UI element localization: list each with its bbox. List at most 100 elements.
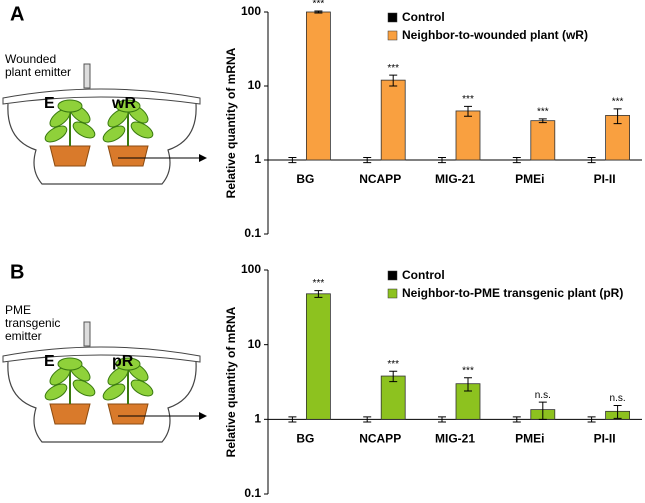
jar-knob bbox=[83, 63, 91, 89]
error-bar bbox=[613, 405, 622, 419]
emitter-tag: E bbox=[44, 353, 55, 370]
panel-letter: B bbox=[10, 261, 24, 283]
legend-swatch bbox=[387, 30, 398, 41]
jar-knob bbox=[83, 321, 91, 347]
emitter-label: Wounded bbox=[5, 52, 56, 66]
significance: *** bbox=[612, 97, 624, 108]
error-bar bbox=[512, 157, 521, 164]
bar bbox=[380, 375, 406, 420]
error-bar bbox=[613, 108, 622, 125]
jar-body bbox=[7, 103, 197, 185]
error-bar bbox=[587, 157, 596, 164]
leaf bbox=[44, 125, 68, 143]
y-tick-label: 0.1 bbox=[244, 486, 261, 500]
legend-swatch bbox=[387, 12, 398, 23]
x-tick-label: NCAPP bbox=[359, 172, 401, 186]
x-tick-label: MIG-21 bbox=[435, 172, 475, 186]
leaf bbox=[115, 99, 141, 113]
leaf bbox=[72, 379, 96, 397]
panel-letter: A bbox=[10, 3, 24, 25]
error-bar bbox=[538, 401, 547, 420]
error-bar bbox=[389, 370, 398, 383]
leaf bbox=[102, 125, 126, 143]
legend-label: Neighbor-to-PME transgenic plant (pR) bbox=[402, 286, 623, 300]
jar-lid bbox=[2, 346, 201, 363]
leaf bbox=[130, 379, 154, 397]
significance: *** bbox=[387, 63, 399, 74]
significance: n.s. bbox=[610, 393, 626, 404]
pot bbox=[49, 403, 91, 425]
pot bbox=[107, 403, 149, 425]
significance: *** bbox=[462, 94, 474, 105]
significance: *** bbox=[462, 365, 474, 376]
leaf bbox=[130, 121, 154, 139]
error-bar bbox=[538, 118, 547, 124]
leaf bbox=[57, 99, 83, 113]
significance: n.s. bbox=[535, 390, 551, 401]
emitter-tag: E bbox=[44, 95, 55, 112]
legend-swatch bbox=[387, 288, 398, 299]
jar-lid bbox=[2, 88, 201, 105]
x-tick-label: PMEi bbox=[515, 432, 544, 446]
y-axis-label: Relative quantity of mRNA bbox=[224, 306, 238, 457]
leaf bbox=[44, 383, 68, 401]
error-bar bbox=[363, 416, 372, 423]
significance: *** bbox=[313, 0, 325, 10]
significance: *** bbox=[537, 106, 549, 117]
bar bbox=[455, 110, 481, 161]
error-bar bbox=[438, 416, 446, 423]
emitter-label: plant emitter bbox=[5, 65, 71, 79]
error-bar bbox=[288, 157, 297, 164]
y-axis-label: Relative quantity of mRNA bbox=[224, 47, 238, 198]
y-tick-label: 1 bbox=[254, 412, 261, 426]
legend-label: Control bbox=[402, 268, 445, 282]
pot bbox=[49, 145, 91, 167]
error-bar bbox=[464, 105, 472, 117]
y-tick-label: 10 bbox=[248, 78, 262, 92]
x-tick-label: PI-II bbox=[594, 172, 616, 186]
error-bar bbox=[464, 377, 472, 392]
receiver-tag: pR bbox=[112, 353, 134, 370]
error-bar bbox=[314, 10, 323, 14]
x-tick-label: PI-II bbox=[594, 432, 616, 446]
legend-label: Neighbor-to-wounded plant (wR) bbox=[402, 28, 588, 42]
significance: *** bbox=[387, 359, 399, 370]
bar bbox=[305, 11, 331, 161]
jar-body bbox=[7, 361, 197, 443]
emitter-label: PME bbox=[5, 303, 31, 317]
y-tick-label: 100 bbox=[241, 4, 261, 18]
y-tick-label: 1 bbox=[254, 152, 261, 166]
y-tick-label: 10 bbox=[248, 337, 262, 351]
leaf bbox=[57, 357, 83, 371]
leaf bbox=[72, 121, 96, 139]
error-bar bbox=[288, 416, 297, 423]
leaf bbox=[102, 383, 126, 401]
bar bbox=[530, 120, 556, 161]
error-bar bbox=[587, 416, 596, 423]
error-bar bbox=[389, 74, 398, 87]
significance: *** bbox=[313, 278, 325, 289]
x-tick-label: MIG-21 bbox=[435, 432, 475, 446]
emitter-label: transgenic bbox=[5, 316, 60, 330]
error-bar bbox=[363, 157, 372, 164]
error-bar bbox=[438, 157, 446, 164]
x-tick-label: BG bbox=[296, 432, 314, 446]
legend-label: Control bbox=[402, 10, 445, 24]
bar bbox=[305, 293, 331, 420]
x-tick-label: NCAPP bbox=[359, 432, 401, 446]
legend-swatch bbox=[387, 270, 398, 281]
y-tick-label: 100 bbox=[241, 262, 261, 276]
error-bar bbox=[314, 290, 323, 298]
bar bbox=[380, 79, 406, 161]
emitter-label: emitter bbox=[5, 329, 42, 343]
receiver-tag: wR bbox=[111, 95, 136, 112]
pot bbox=[107, 145, 149, 167]
x-tick-label: BG bbox=[296, 172, 314, 186]
error-bar bbox=[512, 416, 521, 423]
leaf bbox=[115, 357, 141, 371]
y-tick-label: 0.1 bbox=[244, 226, 261, 240]
x-tick-label: PMEi bbox=[515, 172, 544, 186]
